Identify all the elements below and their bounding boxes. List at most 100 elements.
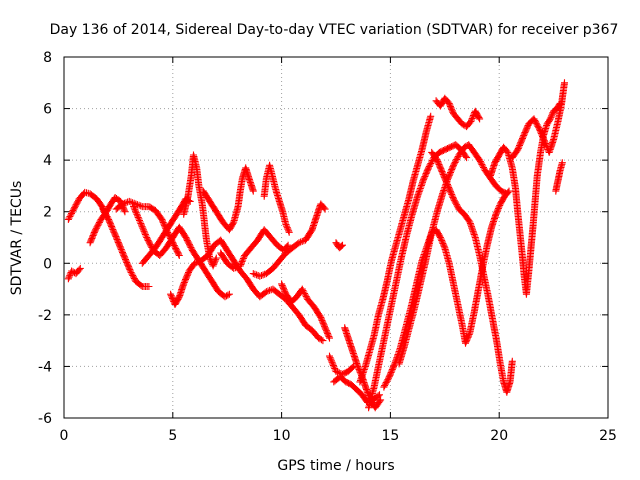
data-point bbox=[74, 198, 82, 206]
data-point bbox=[453, 201, 461, 209]
data-point bbox=[388, 366, 396, 374]
x-tick-label: 5 bbox=[168, 428, 177, 444]
data-point bbox=[262, 288, 270, 296]
y-tick-label: 0 bbox=[43, 256, 52, 272]
data-point bbox=[280, 286, 288, 294]
data-point bbox=[337, 242, 345, 250]
data-point bbox=[326, 354, 334, 362]
data-point bbox=[466, 218, 474, 226]
data-point bbox=[451, 158, 459, 166]
y-tick-label: 4 bbox=[43, 153, 52, 169]
data-point bbox=[130, 273, 137, 281]
data-point bbox=[225, 290, 233, 298]
data-point bbox=[339, 241, 346, 249]
data-point bbox=[230, 264, 238, 272]
x-tick-label: 10 bbox=[273, 428, 291, 444]
data-point bbox=[518, 136, 526, 144]
data-point bbox=[194, 258, 202, 266]
data-point bbox=[536, 125, 543, 133]
data-point bbox=[221, 293, 229, 301]
data-point bbox=[125, 197, 133, 205]
data-point bbox=[259, 271, 267, 279]
data-point bbox=[427, 160, 435, 167]
data-point bbox=[450, 161, 457, 169]
data-point bbox=[387, 370, 394, 378]
data-point bbox=[329, 360, 337, 368]
data-point bbox=[463, 335, 471, 343]
data-point bbox=[523, 123, 531, 131]
data-point bbox=[494, 206, 502, 214]
data-point bbox=[433, 156, 441, 164]
data-point bbox=[113, 236, 121, 243]
data-point bbox=[137, 282, 145, 289]
y-tick-label: 2 bbox=[43, 205, 52, 221]
data-point bbox=[237, 260, 245, 268]
data-point bbox=[357, 375, 365, 383]
data-point bbox=[446, 101, 454, 109]
data-point bbox=[128, 270, 136, 278]
data-point bbox=[440, 187, 448, 195]
data-point bbox=[279, 283, 287, 291]
data-point bbox=[540, 135, 548, 143]
data-point bbox=[476, 115, 484, 123]
data-point bbox=[363, 387, 371, 395]
data-point bbox=[119, 248, 126, 256]
data-point bbox=[210, 260, 218, 268]
data-point bbox=[450, 160, 458, 168]
data-point bbox=[184, 270, 192, 278]
data-point bbox=[448, 164, 456, 172]
data-point bbox=[321, 322, 328, 330]
data-point bbox=[64, 275, 72, 283]
data-point bbox=[102, 211, 110, 219]
data-point bbox=[95, 218, 103, 226]
data-point bbox=[168, 293, 176, 301]
data-point bbox=[328, 358, 336, 366]
data-point bbox=[91, 227, 99, 235]
data-point bbox=[109, 227, 117, 235]
data-point bbox=[452, 157, 460, 165]
data-point bbox=[503, 147, 511, 155]
data-point bbox=[439, 169, 447, 177]
data-points bbox=[64, 79, 568, 412]
data-point bbox=[469, 226, 476, 234]
data-point bbox=[141, 230, 149, 238]
data-point bbox=[65, 273, 73, 281]
data-point bbox=[494, 204, 502, 212]
data-point bbox=[126, 266, 134, 274]
data-point bbox=[377, 396, 385, 404]
data-point bbox=[539, 134, 547, 142]
data-point bbox=[261, 289, 269, 297]
data-point bbox=[381, 380, 389, 388]
data-point bbox=[546, 116, 553, 124]
data-point bbox=[426, 161, 434, 169]
data-point bbox=[439, 190, 447, 198]
data-point bbox=[348, 364, 356, 371]
data-point bbox=[136, 218, 144, 226]
data-point bbox=[386, 371, 394, 379]
data-point bbox=[492, 210, 500, 218]
data-point bbox=[183, 235, 191, 243]
data-point bbox=[143, 235, 151, 243]
data-point bbox=[110, 228, 118, 236]
data-point bbox=[440, 173, 448, 181]
data-point bbox=[297, 238, 305, 246]
data-point bbox=[325, 333, 333, 341]
data-point bbox=[120, 253, 128, 261]
data-point bbox=[159, 217, 166, 225]
data-point bbox=[453, 154, 461, 162]
data-point bbox=[468, 116, 475, 124]
data-point bbox=[280, 284, 287, 292]
data-point bbox=[298, 237, 306, 245]
data-point bbox=[124, 261, 132, 269]
data-point bbox=[132, 209, 140, 217]
data-point bbox=[95, 220, 103, 228]
data-point bbox=[105, 215, 113, 223]
data-point bbox=[361, 364, 369, 372]
data-point bbox=[376, 391, 383, 399]
data-point bbox=[120, 206, 128, 214]
data-point bbox=[522, 127, 530, 135]
data-point bbox=[380, 383, 388, 391]
data-point bbox=[515, 143, 523, 151]
data-point bbox=[127, 198, 135, 206]
data-point bbox=[186, 242, 194, 250]
